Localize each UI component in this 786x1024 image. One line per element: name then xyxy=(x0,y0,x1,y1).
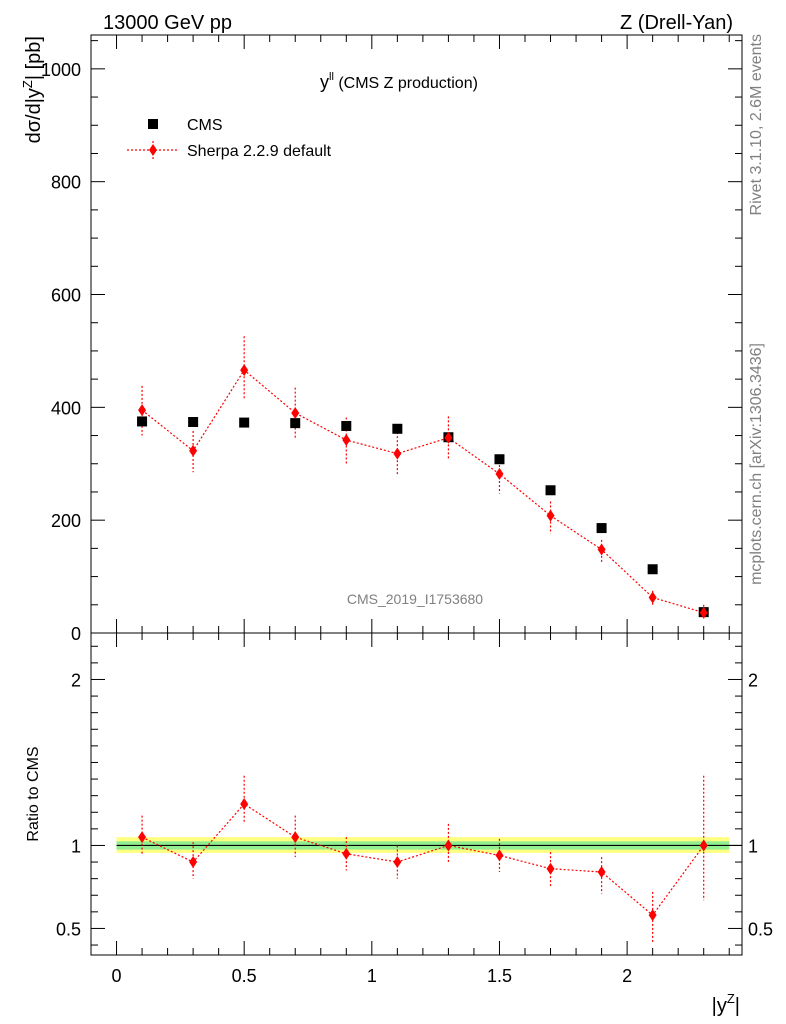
main-ytick-label: 0 xyxy=(71,624,81,644)
ratio-ytick-label-right: 2 xyxy=(748,670,758,690)
ratio-ytick-label: 1 xyxy=(71,836,81,856)
main-ytick-label: 800 xyxy=(51,173,81,193)
mc-point xyxy=(597,543,606,556)
main-ytick-label: 400 xyxy=(51,398,81,418)
cms-point xyxy=(290,418,301,429)
watermark: CMS_2019_I1753680 xyxy=(347,591,483,607)
main-ytick-label: 1000 xyxy=(41,60,81,80)
cms-point xyxy=(494,454,505,465)
ratio-ytick-label-right: 1 xyxy=(748,836,758,856)
ratio-xtick-label: 0 xyxy=(112,966,122,986)
ratio-xtick-label: 1.5 xyxy=(487,966,512,986)
ratio-mc-point xyxy=(393,856,402,869)
mc-line xyxy=(141,369,704,614)
ratio-xlabel: |yZ| xyxy=(712,991,740,1017)
legend-mc-marker xyxy=(149,144,157,156)
cms-point xyxy=(392,423,403,434)
ratio-ytick-label: 0.5 xyxy=(56,919,81,939)
legend-data-marker xyxy=(148,119,158,129)
plot-title-rest: (CMS Z production) xyxy=(334,75,478,92)
cms-point xyxy=(596,523,607,534)
ratio-frame xyxy=(90,632,743,956)
ratio-ytick-label-right: 0.5 xyxy=(748,919,773,939)
main-panel: 0 200 400 600 800 1000 yll (CMS Z production)… xyxy=(20,34,743,644)
mcplots-label: mcplots.cern.ch [arXiv:1306.3436] xyxy=(748,343,765,585)
ratio-mc-point xyxy=(444,839,453,852)
legend: CMS Sherpa 2.2.9 default xyxy=(127,117,332,160)
ratio-xtick-label: 1 xyxy=(367,966,377,986)
mc-point xyxy=(138,404,147,417)
ratio-mc-line xyxy=(141,803,705,917)
rivet-label: Rivet 3.1.10, 2.6M events xyxy=(748,34,765,215)
main-ticks: 0 200 400 600 800 1000 xyxy=(41,35,742,644)
ratio-xtick-label: 2 xyxy=(622,966,632,986)
mc-point xyxy=(342,434,351,447)
mc-point xyxy=(240,364,249,377)
cms-point xyxy=(137,416,148,427)
plot-title: yll (CMS Z production) xyxy=(320,71,478,92)
mc-point xyxy=(495,467,504,480)
cms-point xyxy=(188,417,199,428)
mc-point xyxy=(699,606,708,619)
cms-point xyxy=(545,485,556,496)
mc-point xyxy=(444,431,453,444)
cms-point xyxy=(239,417,250,428)
mc-point xyxy=(189,444,198,457)
ratio-marks xyxy=(138,775,708,944)
ratio-mc-point xyxy=(597,866,606,879)
ratio-mc-point xyxy=(699,839,708,852)
main-ylabel: dσ/d|yZ| [pb] xyxy=(20,36,45,143)
ratio-panel: 0.5 0.5 1 1 2 2 0 0.5 1 1.5 2 Ratio to CMS |yZ| xyxy=(25,632,773,1017)
ratio-ylabel: Ratio to CMS xyxy=(25,746,42,841)
ratio-ytick-label: 2 xyxy=(71,670,81,690)
mc-point xyxy=(291,406,300,419)
main-ytick-label: 200 xyxy=(51,511,81,531)
ratio-mc-point xyxy=(342,847,351,860)
mc-point xyxy=(546,509,555,522)
header-left: 13000 GeV pp xyxy=(103,12,232,34)
ratio-mc-point xyxy=(189,856,198,869)
main-ytick-label: 600 xyxy=(51,286,81,306)
ratio-mc-point xyxy=(546,862,555,875)
plot-title-base: y xyxy=(320,72,329,92)
legend-mc-label: Sherpa 2.2.9 default xyxy=(187,143,332,160)
ratio-band xyxy=(116,837,742,853)
ratio-ticks: 0.5 0.5 1 1 2 2 0 0.5 1 1.5 2 xyxy=(56,633,773,986)
legend-data-label: CMS xyxy=(187,117,223,134)
mc-point xyxy=(393,447,402,460)
ratio-mc-point xyxy=(240,797,249,810)
ratio-mc-point xyxy=(291,831,300,844)
plot-title-sup: ll xyxy=(329,71,334,83)
ratio-xtick-label: 0.5 xyxy=(232,966,257,986)
main-marks xyxy=(137,336,709,619)
ratio-mc-point xyxy=(138,831,147,844)
mc-point xyxy=(648,591,657,604)
cms-point xyxy=(341,420,352,431)
ratio-mc-point xyxy=(648,909,657,922)
ratio-mc-point xyxy=(495,849,504,862)
cms-point xyxy=(647,564,658,575)
header-right: Z (Drell-Yan) xyxy=(620,12,733,34)
